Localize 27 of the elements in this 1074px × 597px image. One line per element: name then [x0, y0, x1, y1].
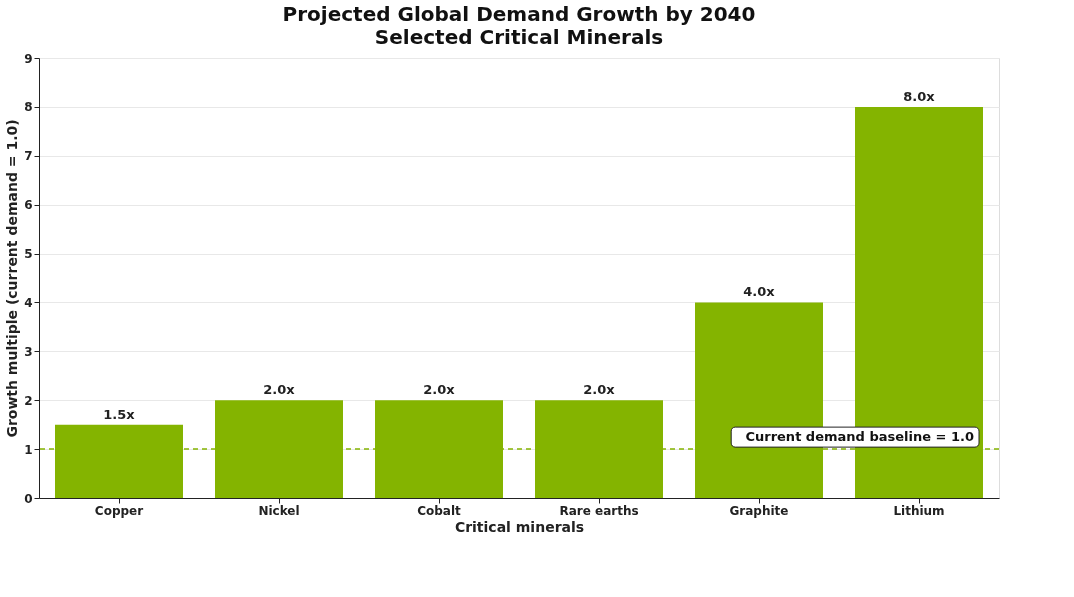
chart-title: Projected Global Demand Growth by 2040 — [282, 2, 756, 26]
data-label: 8.0x — [903, 88, 936, 104]
data-label: 2.0x — [583, 382, 616, 398]
x-tick-label: Cobalt — [417, 503, 462, 518]
ref-line-label: Current demand baseline = 1.0 — [745, 429, 974, 445]
x-tick-label: Rare earths — [559, 503, 639, 518]
x-tick-label: Nickel — [258, 503, 300, 518]
x-tick-label: Copper — [94, 503, 144, 518]
data-label: 2.0x — [263, 382, 296, 398]
y-tick-label: 0 — [24, 491, 33, 506]
y-tick-label: 3 — [24, 344, 33, 359]
y-tick-label: 1 — [24, 442, 33, 457]
y-tick-label: 2 — [24, 393, 33, 408]
data-label: 4.0x — [743, 284, 776, 300]
data-label: 2.0x — [423, 382, 456, 398]
y-tick-label: 8 — [24, 100, 33, 115]
x-tick-label: Lithium — [893, 503, 945, 518]
chart-subtitle: Selected Critical Minerals — [374, 25, 664, 49]
y-axis-title: Growth multiple (current demand = 1.0) — [4, 119, 21, 438]
data-label: 1.5x — [103, 406, 136, 422]
y-tick-label: 7 — [24, 149, 33, 164]
y-tick-label: 9 — [24, 51, 33, 66]
y-tick-label: 5 — [24, 247, 33, 262]
y-tick-label: 6 — [24, 198, 33, 213]
y-tick-label: 4 — [24, 295, 33, 310]
x-tick-label: Graphite — [729, 503, 789, 518]
x-axis-title: Critical minerals — [454, 518, 585, 535]
